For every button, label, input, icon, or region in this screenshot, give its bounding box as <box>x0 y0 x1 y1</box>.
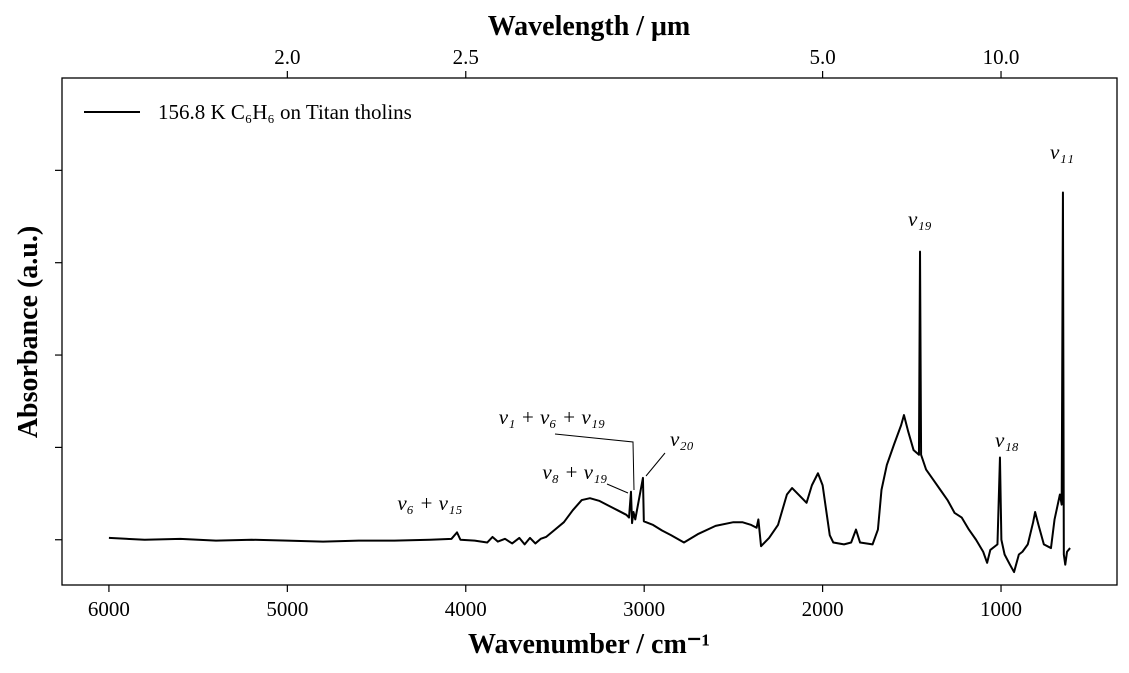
annotation: ν₁₉ <box>908 207 932 231</box>
x2-axis-title: Wavelength / μm <box>488 11 691 42</box>
annotation-leader <box>554 433 635 491</box>
y-axis-title: Absorbance (a.u.) <box>13 226 44 438</box>
x2-tick-label: 5.0 <box>809 45 835 69</box>
x-tick-label: 6000 <box>88 597 130 621</box>
x-tick-label: 1000 <box>980 597 1022 621</box>
x2-tick-label: 2.0 <box>274 45 300 69</box>
annotation-leader <box>645 452 666 477</box>
x-axis-title: Wavenumber / cm⁻¹ <box>468 629 710 660</box>
plot-frame <box>61 77 1118 586</box>
annotation: ν₂₀ <box>670 427 694 451</box>
annotation: ν₁₈ <box>995 428 1019 452</box>
x-tick-label: 3000 <box>623 597 665 621</box>
x-tick-label: 5000 <box>266 597 308 621</box>
spectrum-line <box>108 191 1071 574</box>
legend-label: 156.8 K C₆H₆ on Titan tholins <box>158 100 412 124</box>
annotation: ν₆ + ν₁₅ <box>397 491 462 515</box>
annotation-leader <box>606 483 629 494</box>
x-tick-label: 4000 <box>445 597 487 621</box>
x-tick-label: 2000 <box>802 597 844 621</box>
annotation: ν₁₁ <box>1050 140 1074 164</box>
annotation: ν₈ + ν₁₉ <box>542 460 607 484</box>
x2-tick-label: 10.0 <box>983 45 1020 69</box>
annotation: ν₁ + ν₆ + ν₁₉ <box>499 405 606 429</box>
x2-tick-label: 2.5 <box>453 45 479 69</box>
